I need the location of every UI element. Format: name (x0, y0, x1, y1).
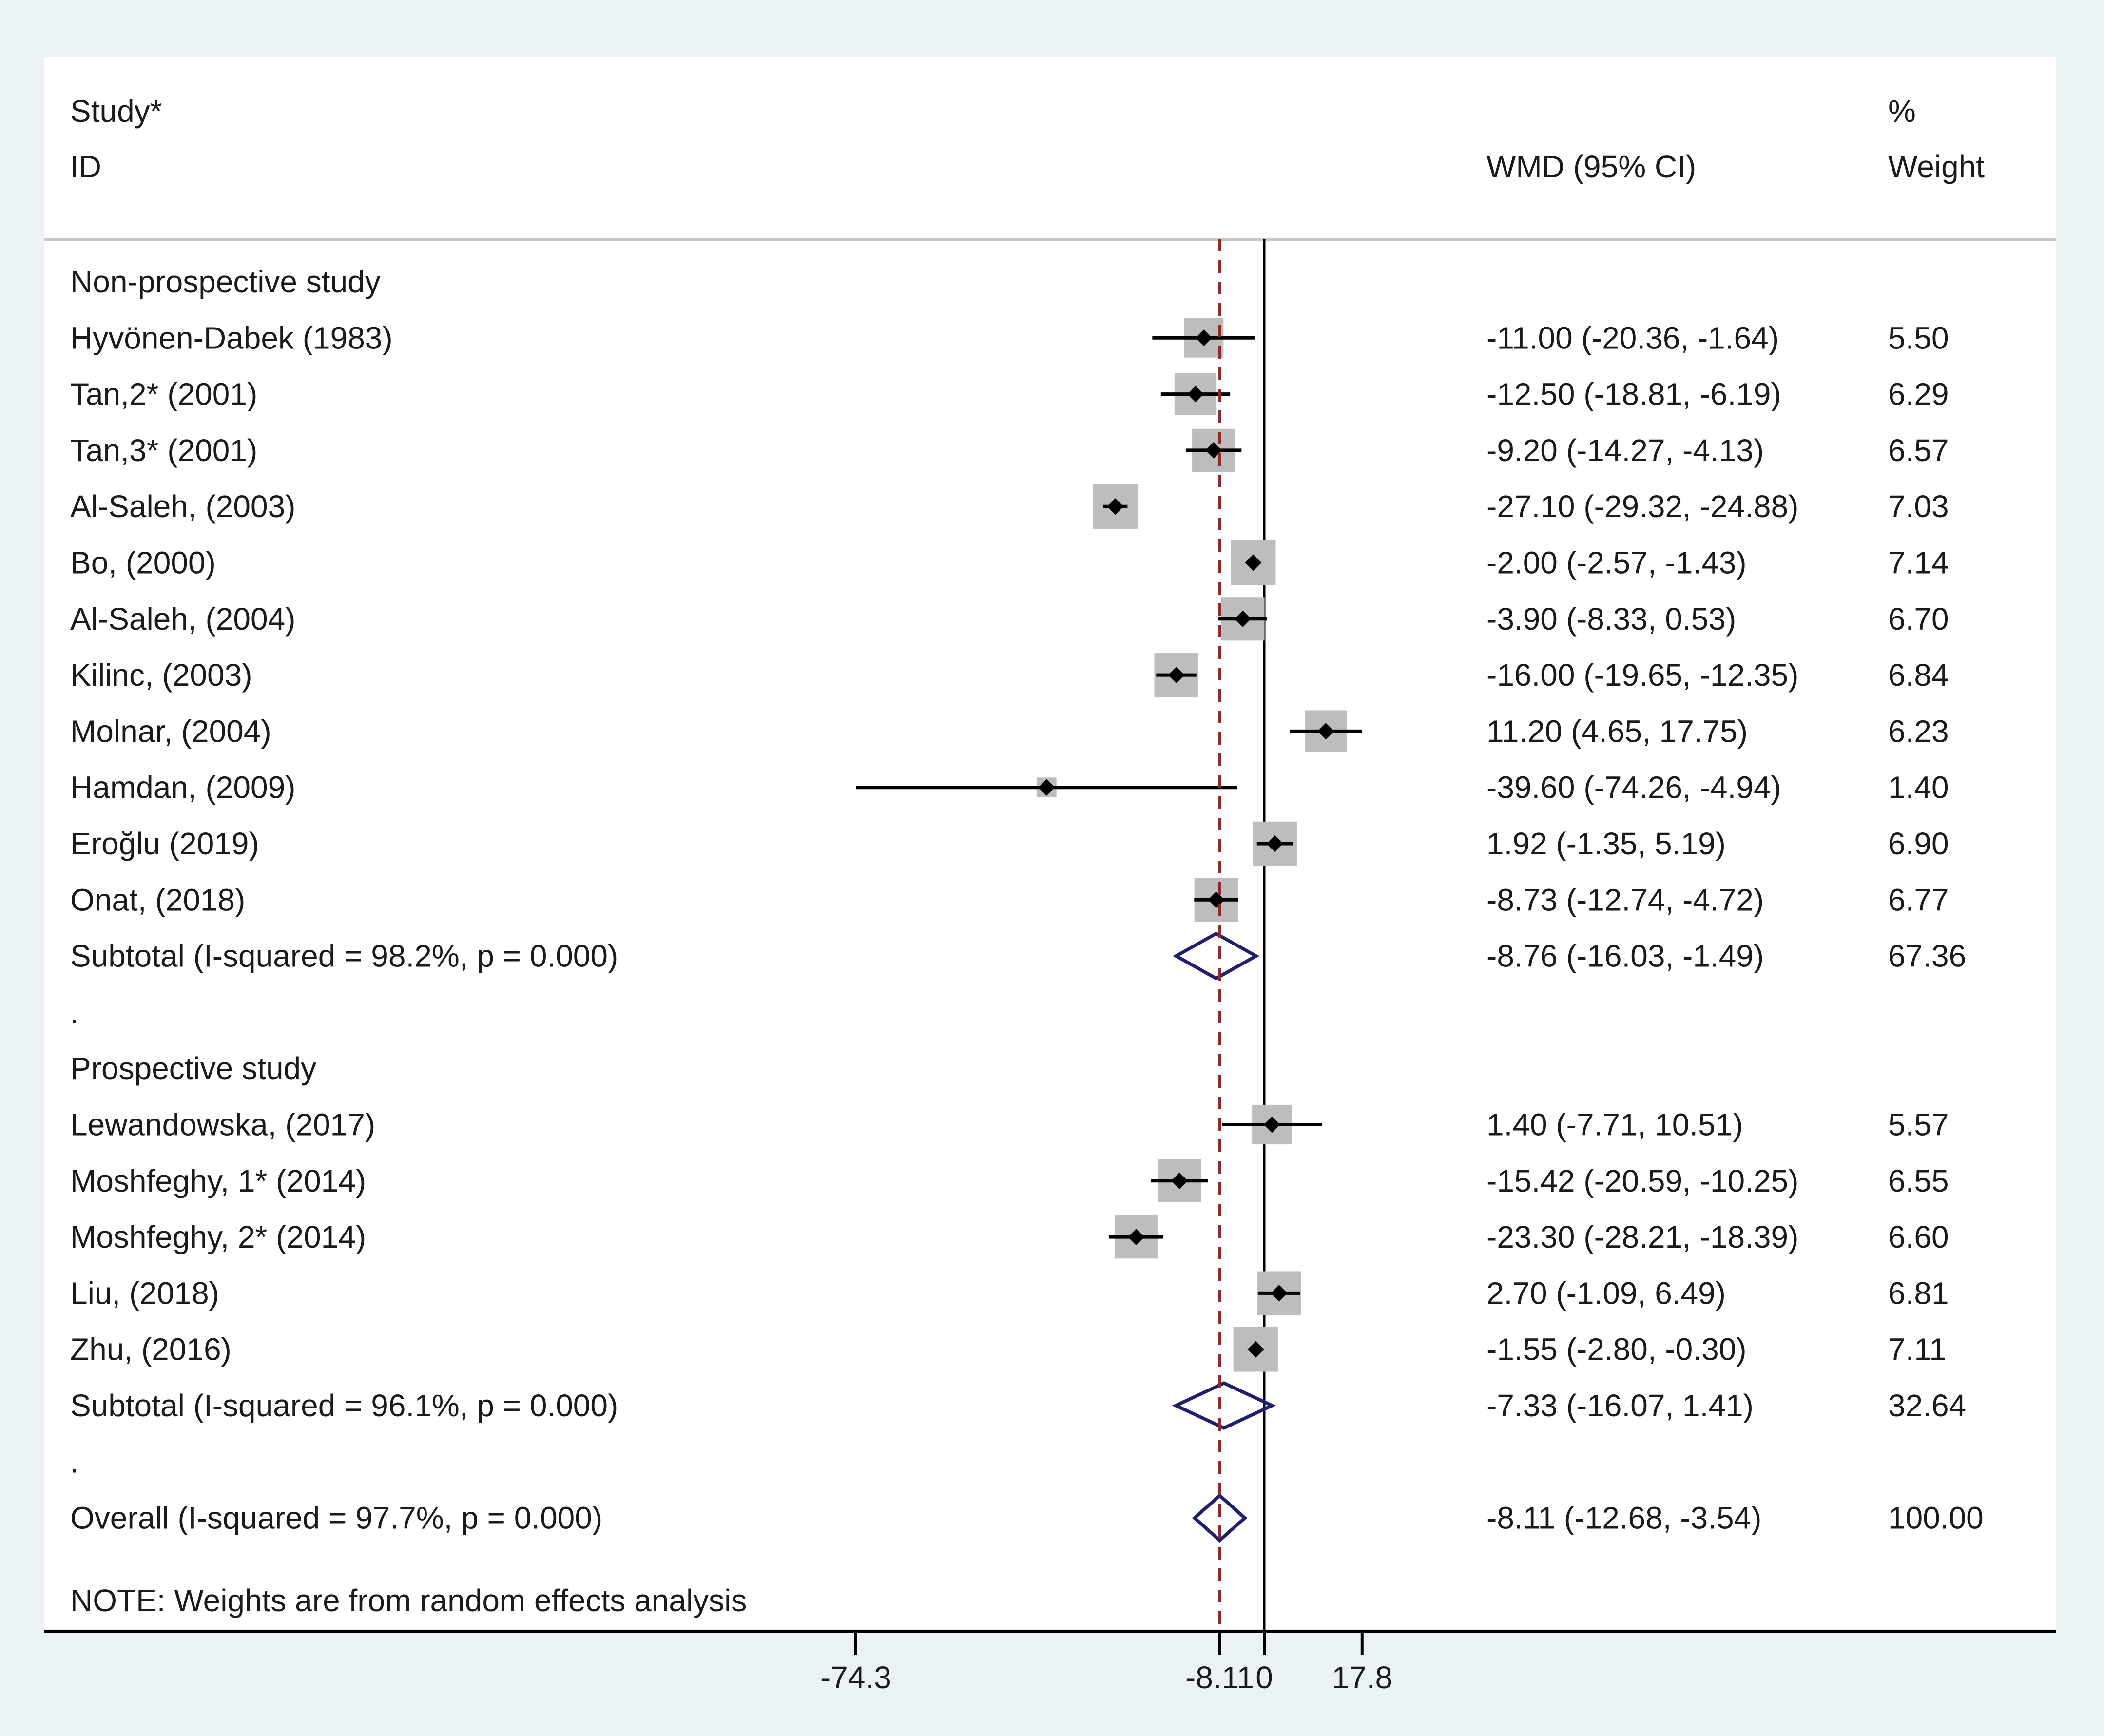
subtotal-label: Subtotal (I-squared = 96.1%, p = 0.000) (70, 1388, 618, 1423)
effect-ci-text: 11.20 (4.65, 17.75) (1486, 714, 1748, 749)
point-estimate-marker (1195, 329, 1212, 347)
weight-text: 7.14 (1888, 545, 1949, 580)
x-axis-tick-label: 0 (1255, 1660, 1273, 1695)
subtotal-weight-text: 67.36 (1888, 939, 1966, 974)
weight-text: 6.55 (1888, 1163, 1949, 1198)
overall-weight-text: 100.00 (1888, 1501, 1984, 1536)
subtotal-diamond (1173, 931, 1260, 981)
study-label: Liu, (2018) (70, 1275, 219, 1311)
header-study-label: Study* (70, 94, 162, 129)
effect-ci-text: -1.55 (-2.80, -0.30) (1486, 1332, 1747, 1367)
effect-ci-text: -39.60 (-74.26, -4.94) (1486, 770, 1781, 805)
point-estimate-marker (1263, 1116, 1280, 1133)
weight-text: 5.57 (1888, 1107, 1949, 1142)
group-heading: Non-prospective study (70, 264, 381, 299)
group-spacer: . (70, 1444, 79, 1479)
weight-text: 5.50 (1888, 320, 1949, 355)
effect-ci-text: 1.40 (-7.71, 10.51) (1486, 1107, 1743, 1142)
point-estimate-marker (1245, 554, 1262, 571)
effect-ci-text: -8.73 (-12.74, -4.72) (1486, 882, 1764, 917)
study-label: Zhu, (2016) (70, 1332, 232, 1367)
study-label: Al-Saleh, (2003) (70, 489, 295, 524)
study-label: Lewandowska, (2017) (70, 1107, 375, 1142)
study-label: Onat, (2018) (70, 882, 245, 917)
x-axis-tick-label: -74.3 (820, 1660, 891, 1695)
chart-panel (44, 57, 2056, 1629)
point-estimate-marker (1235, 610, 1252, 627)
point-estimate-marker (1038, 779, 1055, 796)
effect-ci-text: -27.10 (-29.32, -24.88) (1486, 489, 1798, 524)
x-axis-tick-label: 17.8 (1332, 1660, 1393, 1695)
x-axis-tick-label: -8.11 (1185, 1660, 1254, 1695)
subtotal-weight-text: 32.64 (1888, 1388, 1966, 1423)
point-estimate-marker (1271, 1285, 1288, 1302)
header-weight-label: Weight (1888, 149, 1985, 184)
weight-text: 6.29 (1888, 377, 1949, 412)
weight-text: 6.81 (1888, 1275, 1949, 1311)
point-estimate-marker (1266, 835, 1283, 852)
subtotal-ci-text: -8.76 (-16.03, -1.49) (1486, 939, 1764, 974)
header-effect-label: WMD (95% CI) (1486, 149, 1696, 184)
effect-ci-text: -16.00 (-19.65, -12.35) (1486, 657, 1798, 693)
overall-diamond (1192, 1493, 1248, 1543)
header-id-label: ID (70, 149, 101, 184)
weight-text: 1.40 (1888, 770, 1949, 805)
study-label: Moshfeghy, 2* (2014) (70, 1219, 366, 1254)
weight-text: 6.60 (1888, 1219, 1949, 1254)
weight-text: 7.03 (1888, 489, 1949, 524)
study-label: Eroğlu (2019) (70, 826, 259, 861)
study-label: Hyvönen-Dabek (1983) (70, 320, 393, 355)
study-label: Al-Saleh, (2004) (70, 601, 295, 637)
study-label: Tan,2* (2001) (70, 377, 257, 412)
point-estimate-marker (1187, 386, 1204, 403)
study-label: Moshfeghy, 1* (2014) (70, 1163, 366, 1198)
study-label: Kilinc, (2003) (70, 657, 252, 693)
header-percent-label: % (1888, 94, 1916, 129)
study-label: Tan,3* (2001) (70, 433, 257, 468)
point-estimate-marker (1107, 498, 1124, 515)
point-estimate-marker (1171, 1172, 1188, 1189)
study-label: Molnar, (2004) (70, 714, 271, 749)
subtotal-label: Subtotal (I-squared = 98.2%, p = 0.000) (70, 939, 618, 974)
effect-ci-text: -23.30 (-28.21, -18.39) (1486, 1219, 1798, 1254)
subtotal-ci-text: -7.33 (-16.07, 1.41) (1486, 1388, 1754, 1423)
overall-label: Overall (I-squared = 97.7%, p = 0.000) (70, 1501, 602, 1536)
overall-ci-text: -8.11 (-12.68, -3.54) (1486, 1501, 1761, 1536)
point-estimate-marker (1168, 667, 1185, 684)
study-label: Bo, (2000) (70, 545, 216, 580)
footnote: NOTE: Weights are from random effects an… (70, 1583, 747, 1618)
group-heading: Prospective study (70, 1051, 316, 1086)
effect-ci-text: -9.20 (-14.27, -4.13) (1486, 433, 1764, 468)
weight-text: 6.77 (1888, 882, 1949, 917)
weight-text: 6.70 (1888, 601, 1949, 637)
effect-ci-text: -2.00 (-2.57, -1.43) (1486, 545, 1747, 580)
weight-text: 7.11 (1888, 1332, 1947, 1367)
weight-text: 6.84 (1888, 657, 1949, 693)
point-estimate-marker (1247, 1341, 1264, 1358)
study-label: Hamdan, (2009) (70, 770, 295, 805)
point-estimate-marker (1205, 442, 1222, 459)
effect-ci-text: -15.42 (-20.59, -10.25) (1486, 1163, 1798, 1198)
effect-ci-text: -11.00 (-20.36, -1.64) (1486, 320, 1779, 355)
subtotal-diamond (1172, 1381, 1276, 1430)
weight-text: 6.23 (1888, 714, 1949, 749)
effect-ci-text: -12.50 (-18.81, -6.19) (1486, 377, 1781, 412)
weight-text: 6.57 (1888, 433, 1949, 468)
effect-ci-text: 2.70 (-1.09, 6.49) (1486, 1275, 1726, 1311)
weight-text: 6.90 (1888, 826, 1949, 861)
effect-ci-text: -3.90 (-8.33, 0.53) (1486, 601, 1736, 637)
point-estimate-marker (1128, 1229, 1145, 1246)
point-estimate-marker (1317, 723, 1334, 740)
effect-ci-text: 1.92 (-1.35, 5.19) (1486, 826, 1726, 861)
group-spacer: . (70, 995, 79, 1030)
